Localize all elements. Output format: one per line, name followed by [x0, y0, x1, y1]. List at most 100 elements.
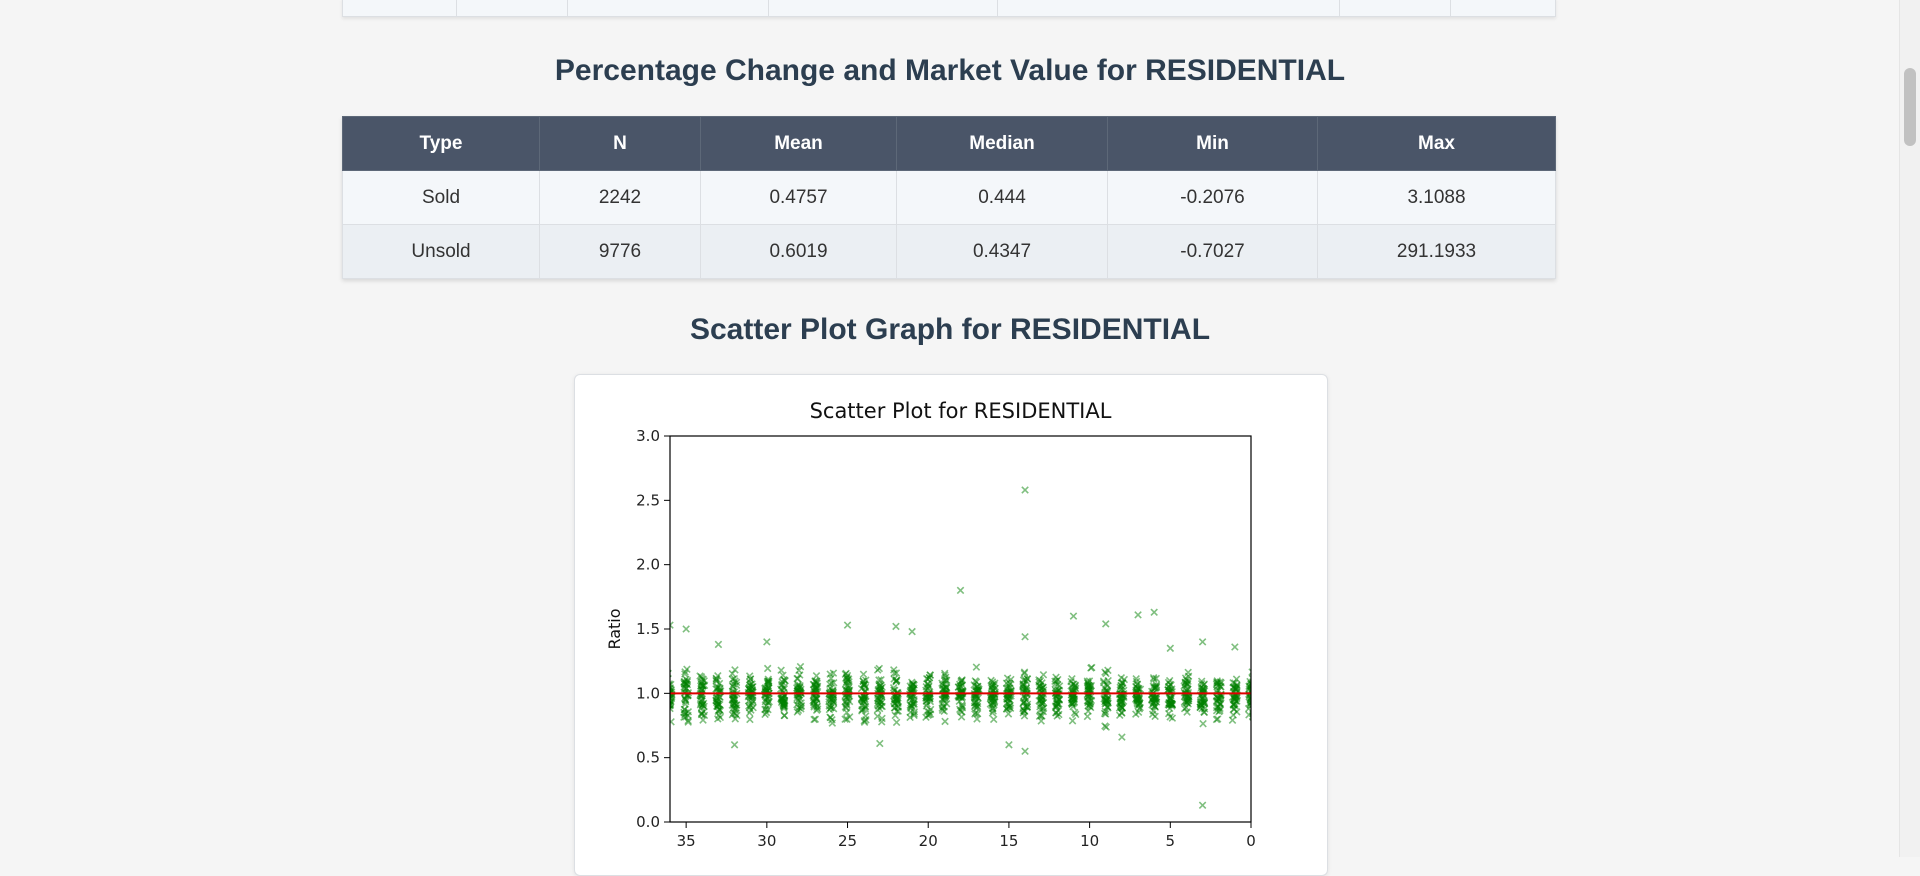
data-point	[797, 702, 805, 711]
data-point	[1133, 698, 1141, 707]
data-point	[1151, 696, 1159, 705]
data-point	[1003, 674, 1012, 682]
data-point	[1054, 706, 1063, 715]
data-point	[731, 666, 739, 674]
data-point	[1135, 694, 1143, 702]
data-point	[828, 719, 837, 727]
data-point	[1196, 701, 1205, 709]
data-point	[795, 666, 803, 675]
data-point	[1164, 700, 1173, 709]
data-point	[813, 703, 821, 711]
data-point	[1213, 679, 1221, 687]
data-point	[698, 682, 707, 690]
data-point	[956, 586, 965, 595]
column-header-max[interactable]: Max	[1317, 116, 1556, 171]
column-header-min[interactable]: Min	[1107, 116, 1318, 171]
data-point	[731, 715, 740, 723]
data-point	[972, 663, 981, 671]
plot-frame	[669, 435, 1252, 823]
y-axis-label: Ratio	[605, 608, 624, 649]
data-point	[957, 713, 966, 721]
data-point	[795, 696, 803, 705]
column-header-n[interactable]: N	[539, 116, 701, 171]
data-point	[1213, 682, 1222, 690]
data-point	[1182, 693, 1191, 702]
data-point	[1102, 669, 1110, 678]
data-point	[843, 675, 852, 684]
data-point	[778, 680, 786, 689]
data-point	[1245, 711, 1251, 719]
data-point	[1023, 674, 1032, 683]
data-point	[699, 716, 707, 724]
table-cell: 0.4757	[700, 170, 897, 225]
data-point	[843, 715, 851, 723]
data-point	[712, 674, 720, 683]
data-point	[764, 705, 772, 714]
data-point	[1087, 696, 1096, 705]
data-point	[974, 694, 982, 702]
column-header-mean[interactable]: Mean	[700, 116, 897, 171]
data-point	[699, 675, 707, 683]
data-point	[989, 715, 998, 724]
data-point	[794, 674, 802, 683]
data-point	[971, 701, 980, 709]
data-point	[1084, 683, 1093, 692]
y-tick-label: 3.0	[636, 427, 660, 445]
data-point	[780, 685, 789, 693]
data-point	[683, 665, 691, 674]
data-point	[1136, 685, 1145, 694]
data-point	[841, 697, 849, 706]
data-point	[941, 717, 949, 726]
table-cell: 3.1088	[1317, 170, 1556, 225]
data-point	[907, 701, 916, 710]
data-point	[1200, 685, 1208, 694]
data-point	[1233, 708, 1241, 716]
chart-card: Scatter Plot for RESIDENTIAL Ratio 0.0 0.5 1…	[574, 374, 1328, 876]
data-point	[714, 699, 722, 708]
x-tick-label: 5	[1166, 832, 1176, 850]
data-point	[1118, 690, 1127, 699]
data-point	[843, 674, 851, 682]
data-point	[841, 715, 849, 723]
data-point	[763, 638, 771, 646]
data-point	[1101, 620, 1110, 628]
data-point	[777, 666, 785, 674]
data-point	[1198, 638, 1207, 646]
data-point	[1183, 708, 1191, 716]
scrollbar-thumb[interactable]	[1904, 68, 1916, 146]
data-point	[958, 702, 967, 710]
data-point	[1246, 698, 1251, 707]
data-point	[1006, 704, 1015, 713]
data-point	[1021, 747, 1029, 755]
data-point	[730, 741, 739, 749]
data-point	[892, 677, 900, 685]
table-cell: 2242	[539, 170, 701, 225]
data-point	[841, 685, 850, 694]
data-point	[1164, 682, 1173, 691]
data-point	[910, 681, 918, 689]
data-point	[877, 718, 886, 726]
scatter-chart: Scatter Plot for RESIDENTIAL Ratio 0.0 0.5 1…	[605, 399, 1256, 850]
data-point	[1039, 693, 1047, 702]
data-point	[813, 684, 821, 692]
data-point	[1213, 715, 1222, 723]
vertical-scrollbar[interactable]	[1899, 0, 1920, 857]
data-point	[682, 625, 690, 633]
data-point	[779, 671, 787, 680]
data-point	[764, 695, 772, 704]
column-header-type[interactable]: Type	[342, 116, 540, 171]
data-point	[825, 705, 834, 714]
table-row: Unsold 9776 0.6019 0.4347 -0.7027 291.19…	[342, 224, 1556, 279]
data-point	[989, 707, 997, 715]
data-point	[860, 694, 868, 702]
data-point	[923, 696, 931, 705]
data-point	[842, 697, 851, 706]
data-point	[777, 695, 786, 704]
data-point	[861, 704, 869, 713]
data-point	[793, 708, 802, 716]
column-header-median[interactable]: Median	[896, 116, 1108, 171]
data-point	[1004, 710, 1013, 718]
data-point	[859, 670, 868, 678]
data-point	[1166, 713, 1174, 721]
data-point	[1165, 676, 1174, 685]
